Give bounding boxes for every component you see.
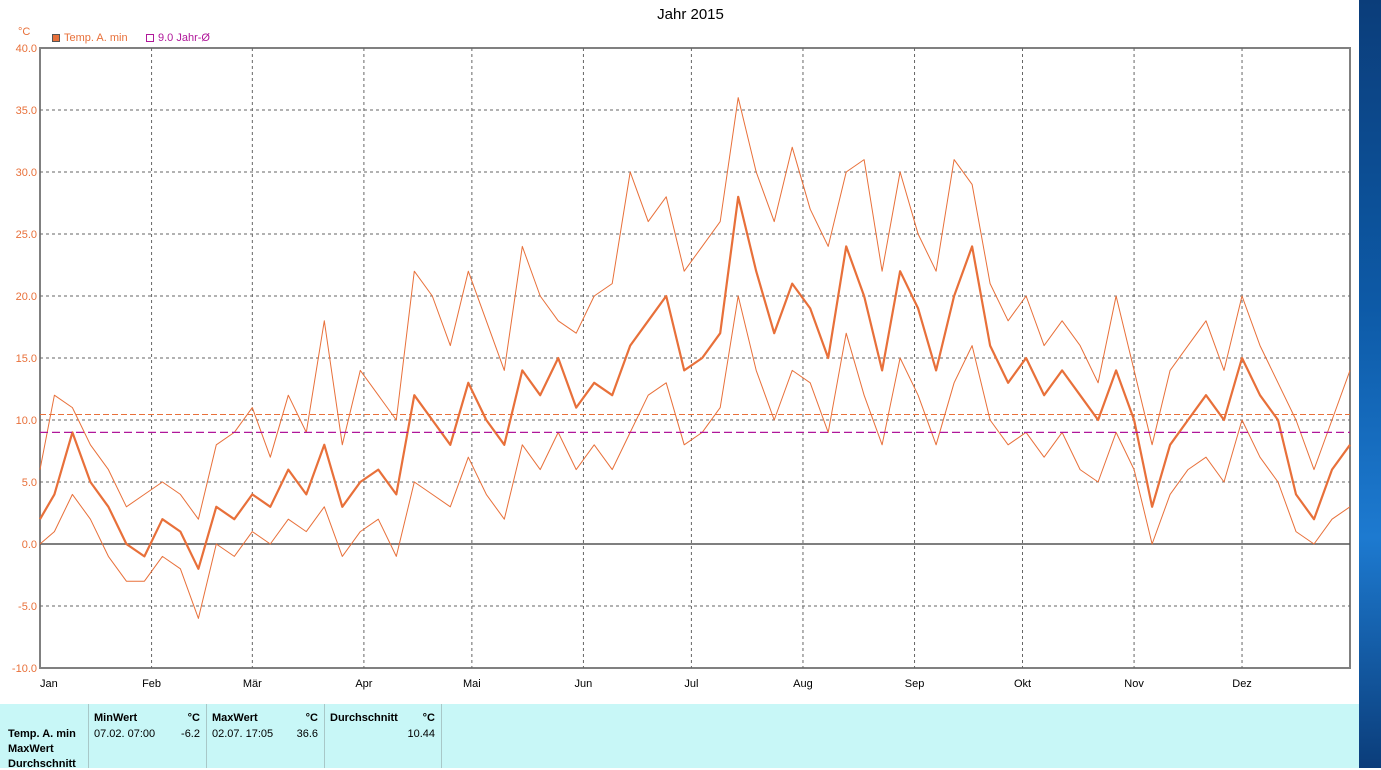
x-tick-label: Dez [1232,678,1252,690]
y-tick-label: -5.0 [18,601,37,613]
series-line-band-lower [39,295,1351,619]
x-tick-label: Jul [684,678,698,690]
x-tick-label: Aug [793,678,813,690]
x-tick-label: Sep [905,678,925,690]
y-tick-label: 20.0 [16,291,37,303]
maxwert-value: 36.6 [296,728,318,740]
x-tick-label: Mai [463,678,481,690]
stats-panel: Temp. A. min MaxWert Durchschnitt MinWer… [0,704,1359,770]
legend-item-avg[interactable]: 9.0 Jahr-Ø [146,32,210,44]
maxwert-header: MaxWert [212,712,258,724]
y-tick-label: 25.0 [16,229,37,241]
y-tick-label: 35.0 [16,105,37,117]
legend-swatch-temp [52,34,60,42]
line-chart: 40.0 35.0 30.0 25.0 20.0 15.0 10.0 5.0 0.0 -5.0 -1… [12,43,1351,690]
series-line-temp-min [39,195,1351,570]
x-tick-label: Nov [1124,678,1144,690]
x-tick-label: Apr [355,678,372,690]
maxwert-date: 02.07. 17:05 [212,728,274,740]
stats-row-temp: Temp. A. min [8,728,76,740]
desktop-edge [1359,0,1381,768]
x-tick-label: Mär [243,678,262,690]
chart-title: Jahr 2015 [657,6,724,23]
x-tick-label: Jan [40,678,58,690]
y-tick-label: 15.0 [16,353,37,365]
legend-label-temp: Temp. A. min [64,32,128,44]
y-tick-label: 5.0 [22,477,37,489]
durchschnitt-header: Durchschnitt [330,712,398,724]
y-axis-unit: °C [18,26,31,38]
durchschnitt-value: 10.44 [407,728,435,740]
y-tick-label: 30.0 [16,167,37,179]
series-line-band-upper [39,97,1351,520]
y-tick-label: 0.0 [22,539,37,551]
durchschnitt-unit: °C [422,712,435,724]
legend-swatch-avg [146,34,154,42]
minwert-unit: °C [187,712,200,724]
x-tick-label: Feb [142,678,161,690]
stats-row-durchschnitt: Durchschnitt [8,758,76,770]
y-tick-label: 40.0 [16,43,37,55]
maxwert-unit: °C [305,712,318,724]
stats-col-durchschnitt: Durchschnitt °C 10.44 [324,704,442,768]
legend-label-avg: 9.0 Jahr-Ø [158,32,210,44]
minwert-date: 07.02. 07:00 [94,728,156,740]
minwert-header: MinWert [94,712,138,724]
minwert-value: -6.2 [181,728,200,740]
stats-col-maxwert: MaxWert °C 02.07. 17:05 36.6 [206,704,324,768]
y-tick-label: -10.0 [12,663,37,675]
legend-item-temp[interactable]: Temp. A. min [52,32,128,44]
y-tick-label: 10.0 [16,415,37,427]
x-tick-label: Okt [1014,678,1031,690]
stats-row-maxwert: MaxWert [8,743,54,755]
x-tick-label: Jun [575,678,593,690]
stats-col-minwert: MinWert °C 07.02. 07:00 -6.2 [88,704,206,768]
